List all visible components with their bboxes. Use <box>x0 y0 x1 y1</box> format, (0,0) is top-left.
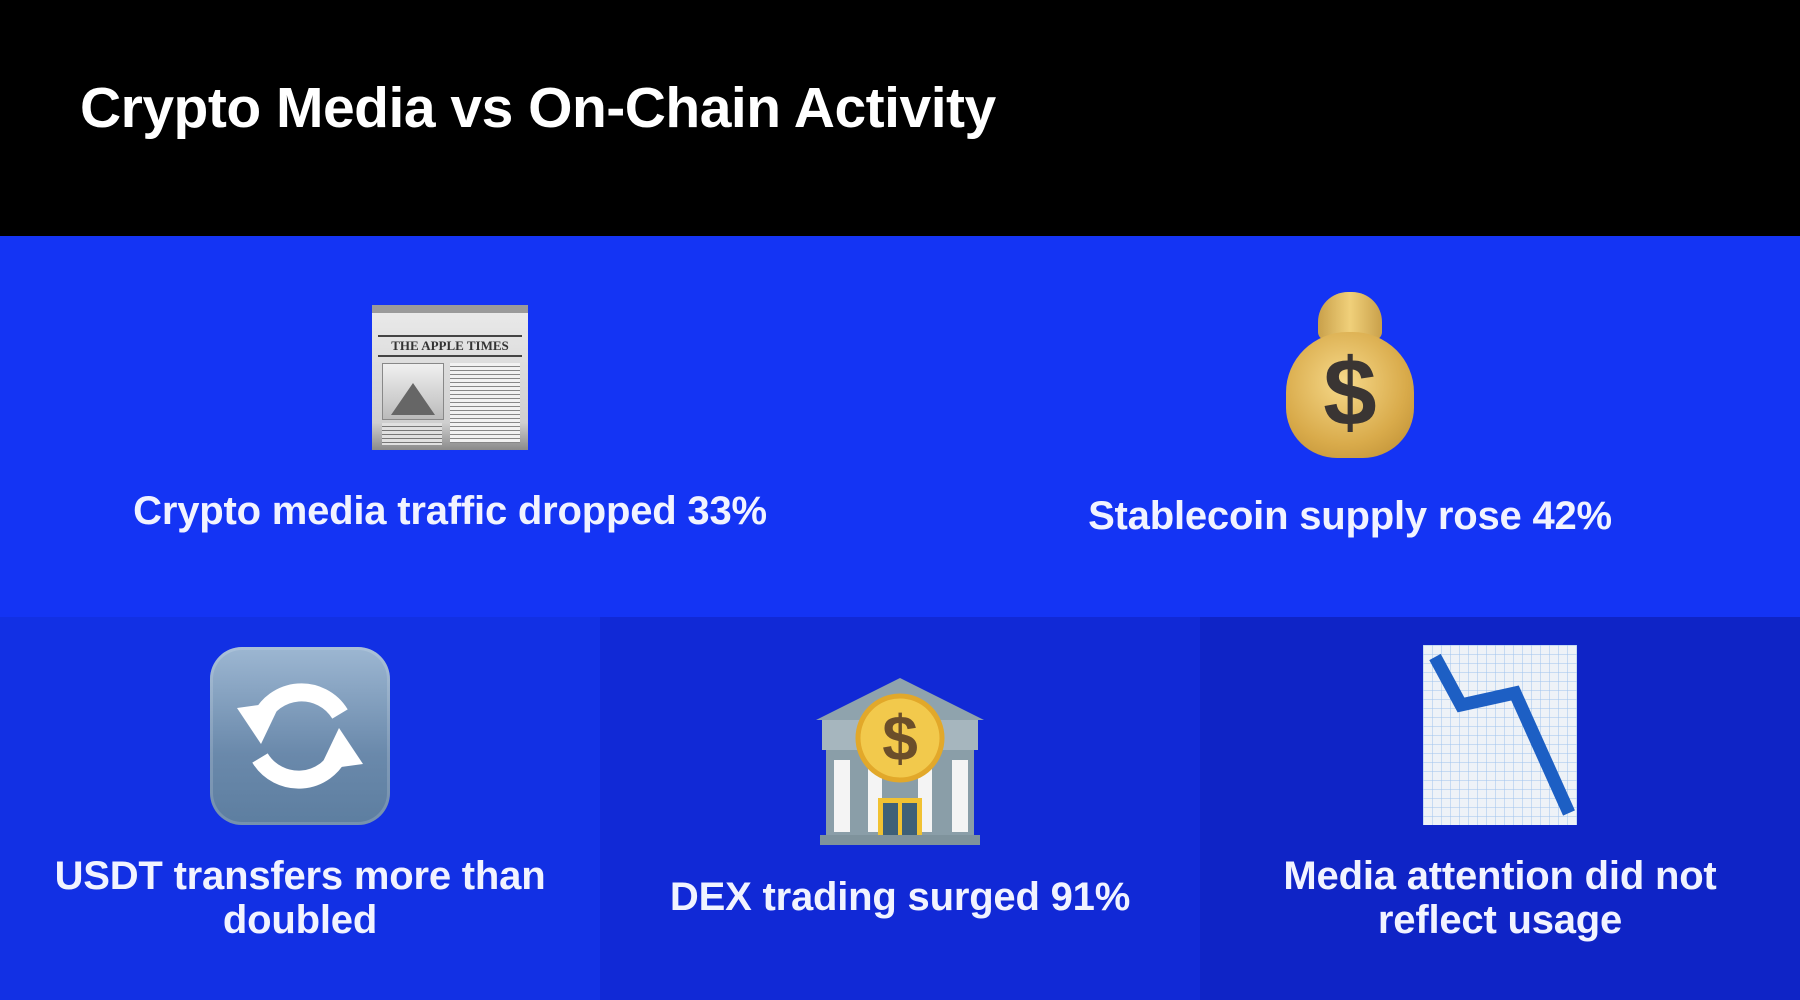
newspaper-text-lines <box>450 363 520 443</box>
stat-card-media-attention: Media attention did not reflect usage <box>1200 617 1800 1000</box>
money-bag-icon: $ <box>1286 292 1414 458</box>
stat-label-line2: doubled <box>222 898 378 942</box>
newspaper-text-lines <box>382 423 442 445</box>
stat-label-line1: Media attention did not <box>1283 854 1717 898</box>
top-panel: THE APPLE TIMES Crypto media traffic dro… <box>0 236 1800 617</box>
header-band: Crypto Media vs On-Chain Activity <box>0 0 1800 236</box>
dollar-sign: $ <box>1323 339 1377 446</box>
stat-card-usdt-transfers: USDT transfers more than doubled <box>0 617 600 1000</box>
newspaper-masthead: THE APPLE TIMES <box>378 335 522 357</box>
page-title: Crypto Media vs On-Chain Activity <box>80 76 996 140</box>
chart-decreasing-glyph <box>1423 645 1577 825</box>
refresh-arrows-icon <box>210 647 390 825</box>
stat-label: Crypto media traffic dropped 33% <box>133 489 767 533</box>
stat-card-media-traffic: THE APPLE TIMES Crypto media traffic dro… <box>0 236 900 617</box>
stat-label-line2: reflect usage <box>1377 898 1623 942</box>
bank-glyph <box>816 678 984 845</box>
stat-label-line1: USDT transfers more than <box>54 854 546 898</box>
bank-icon: $ <box>812 670 988 845</box>
dollar-sign: $ <box>882 702 918 774</box>
refresh-arrows-glyph <box>237 683 363 789</box>
stat-card-stablecoin-supply: $ Stablecoin supply rose 42% <box>900 236 1800 617</box>
stat-label: DEX trading surged 91% <box>669 875 1131 919</box>
stat-label: Stablecoin supply rose 42% <box>1088 494 1612 538</box>
money-bag-body <box>1286 332 1414 458</box>
chart-decreasing-icon <box>1423 645 1577 825</box>
stat-card-dex-trading: $ DEX trading surged 91% <box>600 617 1200 1000</box>
newspaper-photo <box>382 363 444 420</box>
newspaper-icon: THE APPLE TIMES <box>372 305 528 450</box>
